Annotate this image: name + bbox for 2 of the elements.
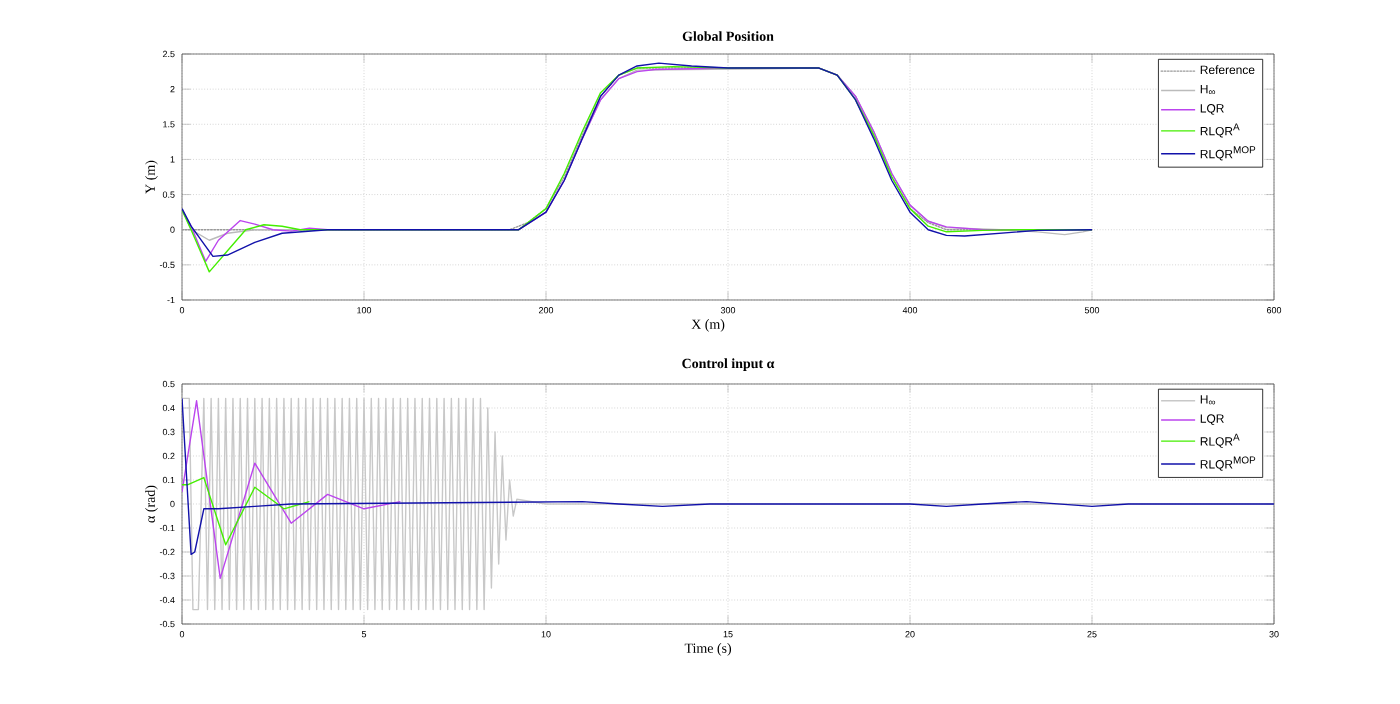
line-series	[182, 400, 402, 580]
line-series	[182, 476, 311, 546]
